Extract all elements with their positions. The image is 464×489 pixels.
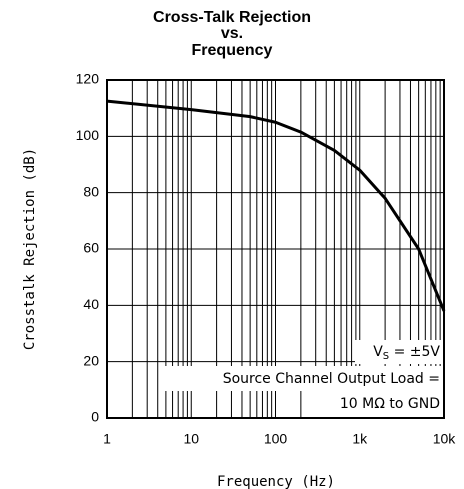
- chart-title: vs.: [221, 25, 243, 42]
- annotation-part: V: [373, 344, 383, 360]
- x-tick-label: 1k: [352, 431, 368, 447]
- plot-frame: [106, 79, 445, 419]
- annotation: Source Channel Output Load =: [223, 371, 440, 387]
- y-tick-label: 40: [83, 296, 99, 312]
- y-tick-label: 80: [83, 183, 99, 199]
- annotation-part: S: [383, 351, 389, 362]
- annotation-bg: [308, 391, 444, 418]
- y-tick-label: 100: [76, 127, 100, 143]
- annotation-part: = ±5V: [389, 344, 440, 360]
- data-line: [106, 99, 446, 312]
- x-axis-label: Frequency (Hz): [217, 474, 335, 489]
- chart-title: Cross-Talk Rejection: [153, 9, 311, 26]
- x-tick-label: 10: [183, 431, 199, 447]
- y-axis-label: Crosstalk Rejection (dB): [22, 148, 38, 350]
- chart-title: Frequency: [192, 42, 273, 59]
- x-tick-label: 10k: [433, 431, 457, 447]
- x-tick-label: 1: [103, 431, 111, 447]
- annotation-bg: [165, 366, 444, 391]
- y-tick-label: 120: [76, 71, 100, 87]
- y-tick-label: 0: [91, 409, 99, 425]
- y-tick-label: 20: [83, 352, 99, 368]
- x-tick-label: 100: [264, 431, 288, 447]
- y-tick-label: 60: [83, 240, 99, 256]
- annotation-bg: [355, 340, 444, 364]
- annotation: VS = ±5V: [373, 344, 440, 362]
- annotation: 10 MΩ to GND: [340, 396, 440, 412]
